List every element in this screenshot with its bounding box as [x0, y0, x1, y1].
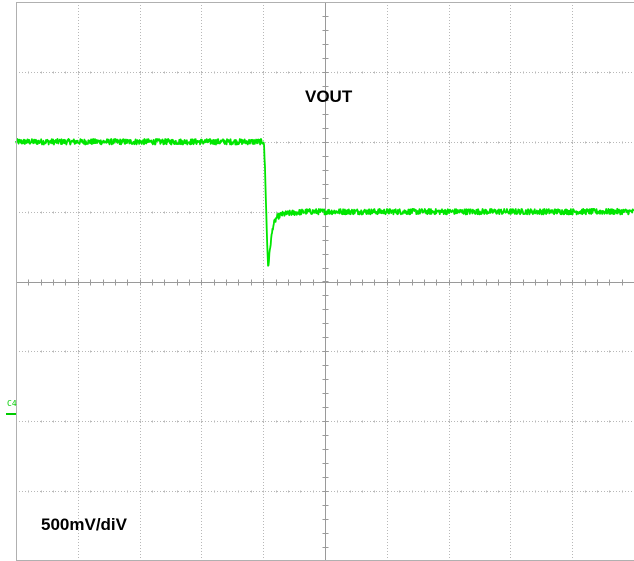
- scale-label: 500mV/diV: [41, 515, 128, 534]
- trace-line: [15, 138, 634, 267]
- signal-label: VOUT: [305, 87, 353, 106]
- channel-marker: C4: [7, 399, 17, 408]
- trace-group: [15, 138, 634, 267]
- center-axes: [16, 2, 634, 561]
